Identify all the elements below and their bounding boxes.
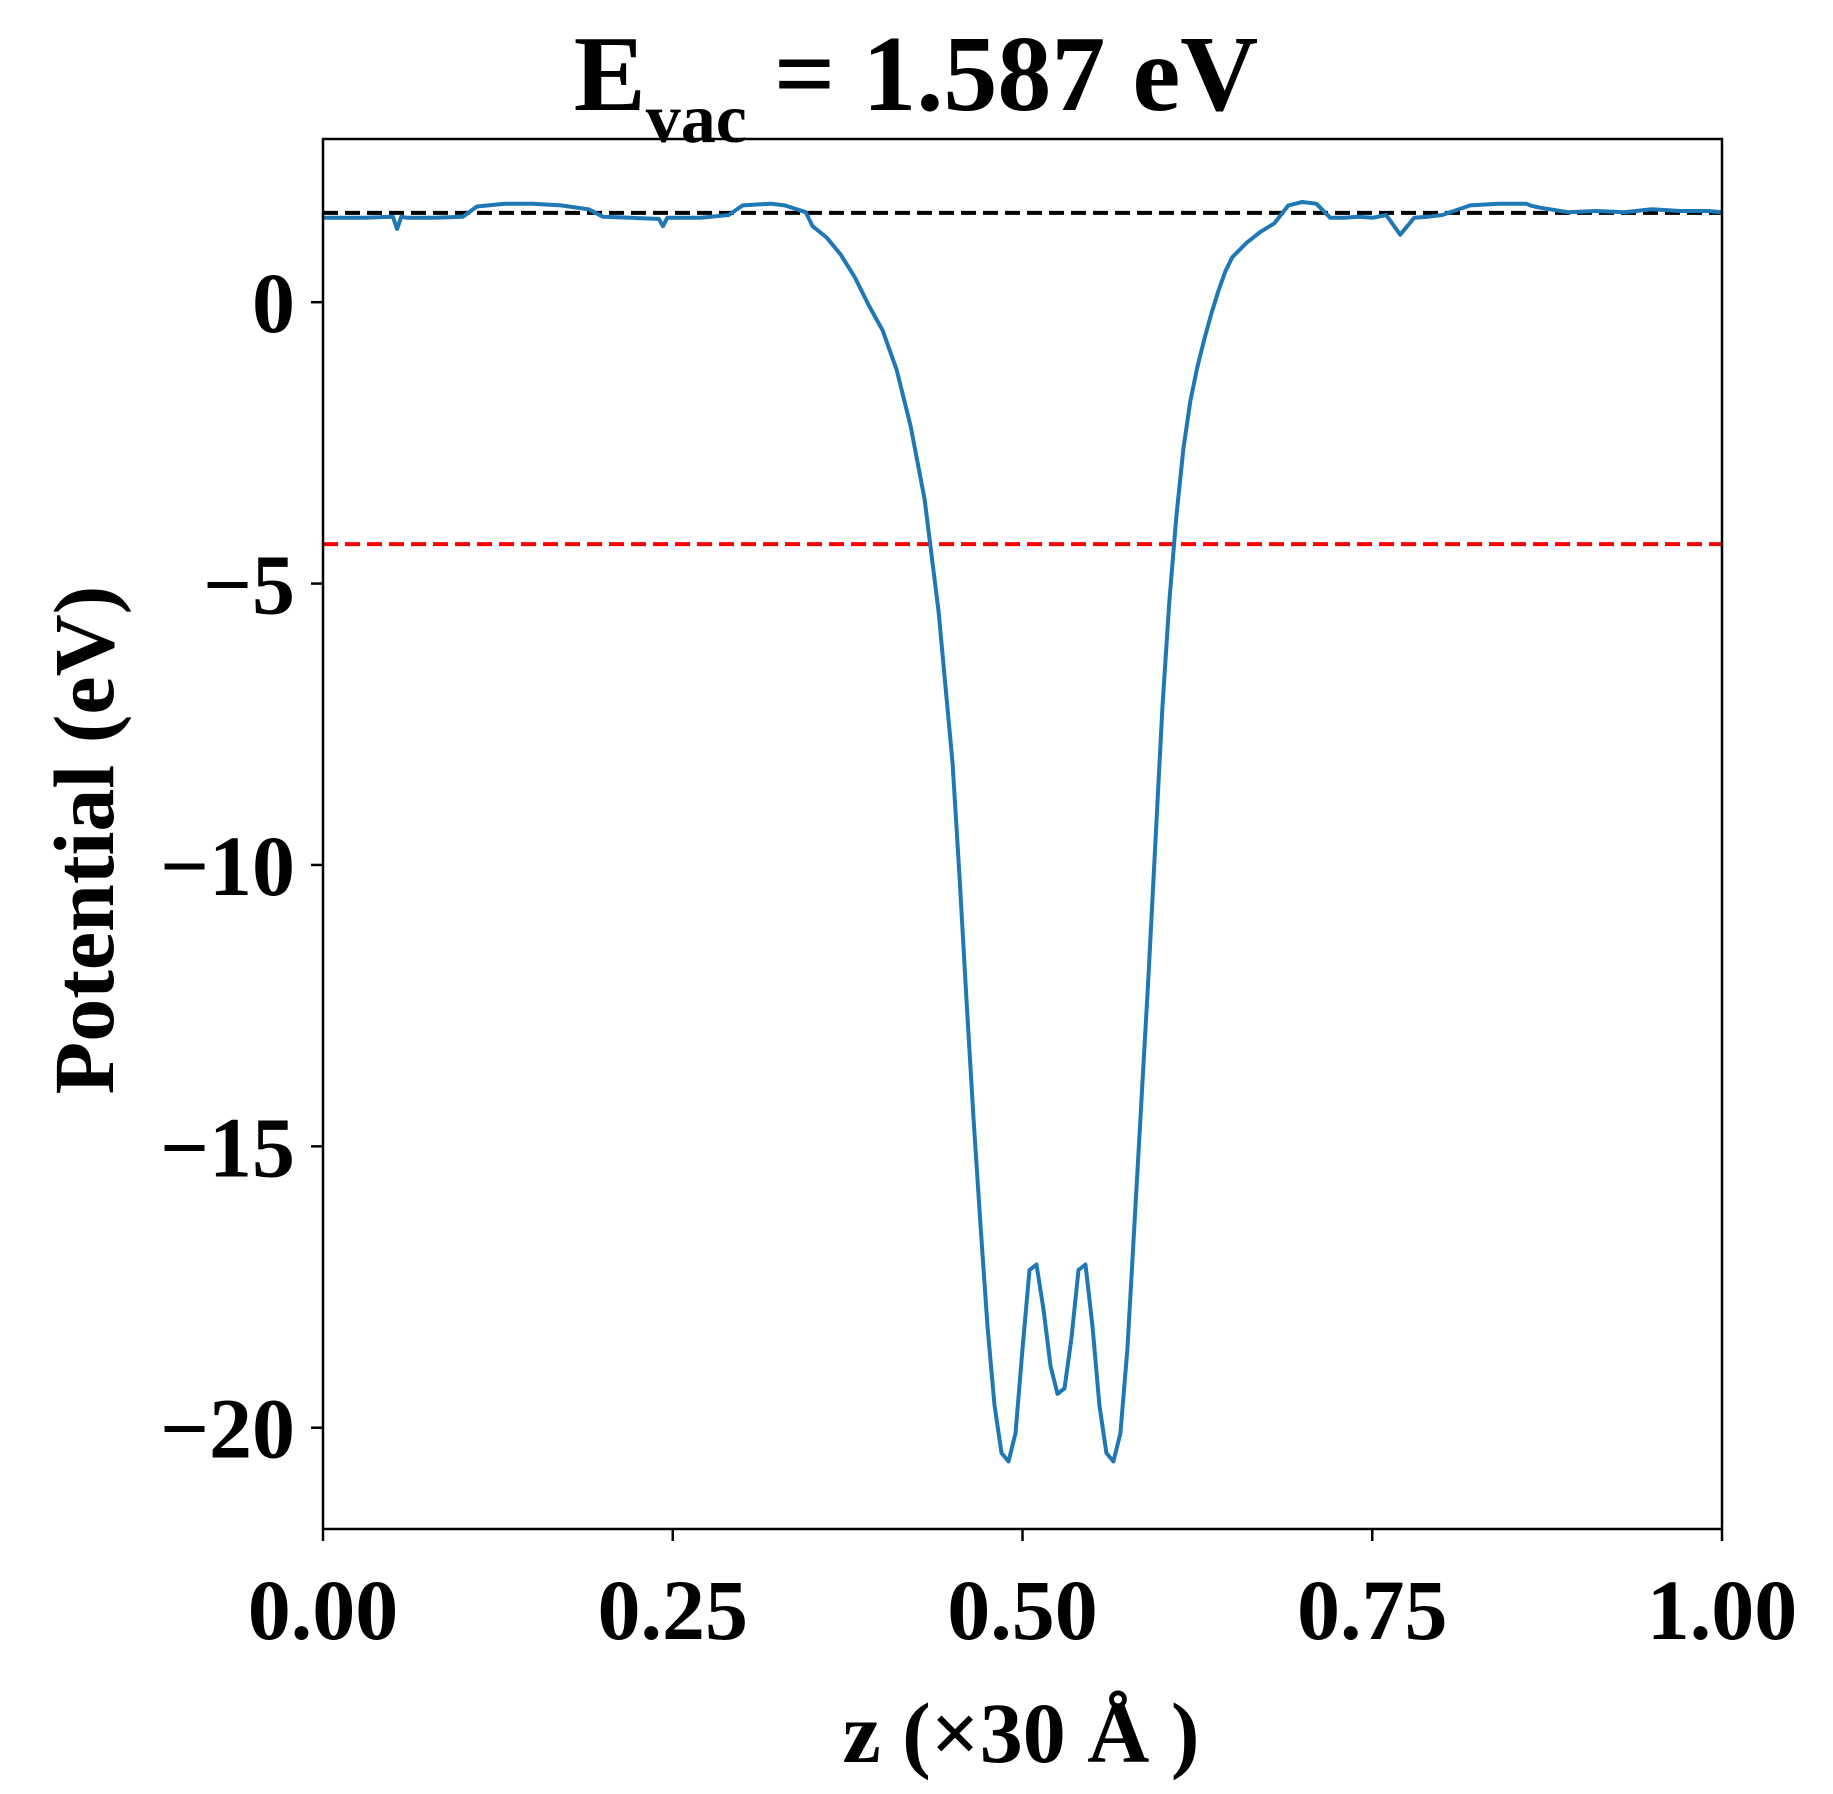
chart-title-subscript: vac [646, 81, 747, 158]
plot-layer [323, 200, 1723, 1464]
chart-title-rest: = 1.587 eV [747, 15, 1258, 134]
y-tick-label: 0 [252, 255, 295, 351]
y-tick-label: −10 [160, 818, 295, 914]
plot-frame [321, 137, 1724, 1531]
y-tick-label: −20 [160, 1381, 295, 1477]
x-tick-label: 0.75 [1297, 1562, 1448, 1658]
series-line-0 [323, 200, 1723, 1464]
x-tick-label: 0.00 [248, 1562, 399, 1658]
y-tick-label: −5 [203, 537, 295, 633]
x-tick-label: 0.50 [947, 1562, 1098, 1658]
y-tick-label: −15 [160, 1099, 295, 1195]
axes-layer: 0.00 0.25 0.50 0.75 1.00 0 −5 −10 −15 −20 [160, 137, 1798, 1658]
x-axis-label: z (×30 Å ) [842, 1685, 1199, 1781]
x-tick-label: 1.00 [1647, 1562, 1798, 1658]
x-tick-label: 0.25 [598, 1562, 749, 1658]
chart-title-main: E [574, 15, 646, 134]
y-axis-label: Potential (eV) [36, 586, 132, 1095]
chart-title: Evac = 1.587 eV [574, 15, 1259, 158]
